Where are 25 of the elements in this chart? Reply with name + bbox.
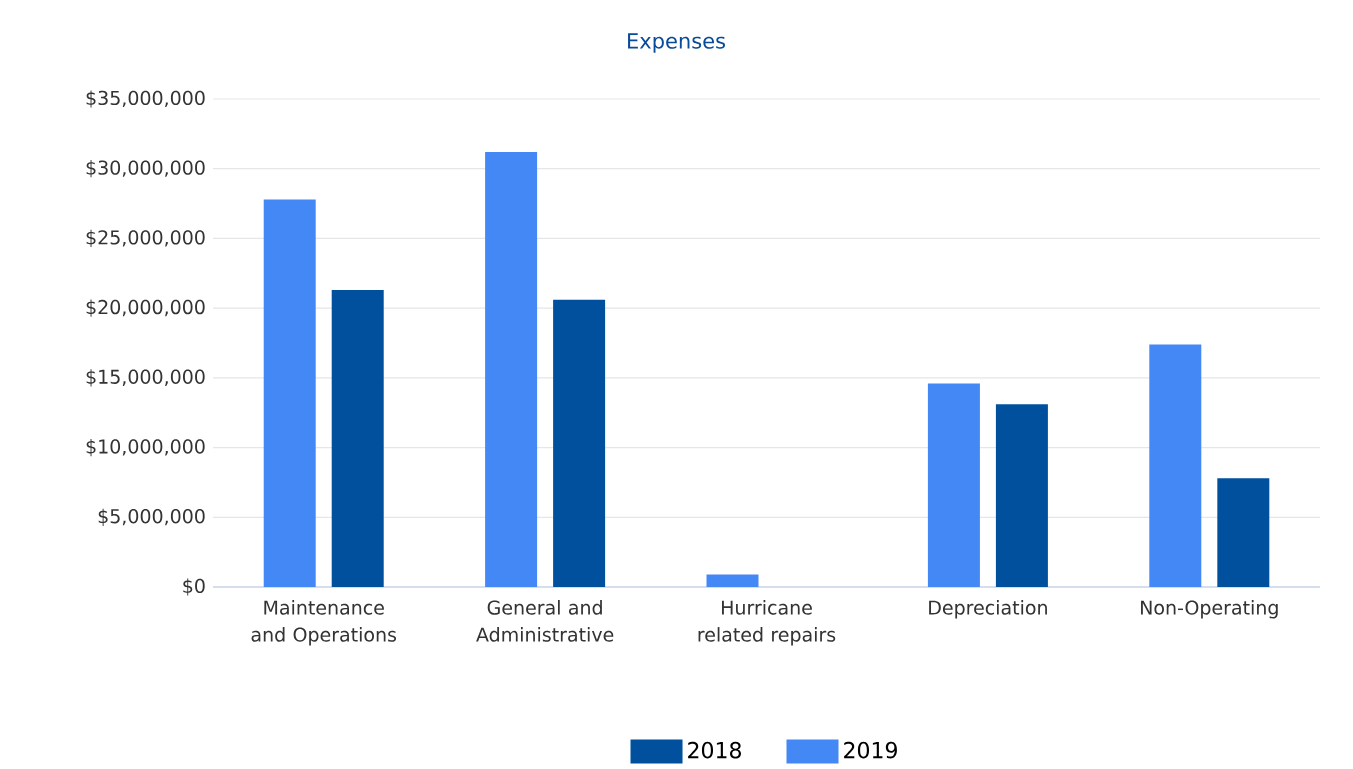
bar: [485, 151, 538, 587]
x-tick-label: Hurricane related repairs: [698, 600, 836, 646]
y-tick-label: $0: [183, 578, 205, 596]
x-tick-label: Non-Operating: [1141, 600, 1278, 619]
y-tick-label: $35,000,000: [86, 90, 205, 108]
bar: [1217, 478, 1270, 587]
bar: [553, 299, 606, 587]
chart-title: Expenses: [628, 33, 726, 53]
y-tick-label: $5,000,000: [98, 508, 205, 526]
y-tick-label: $10,000,000: [86, 438, 205, 457]
bar: [706, 574, 759, 587]
y-tick-label: $20,000,000: [86, 299, 205, 317]
legend-label: 2018: [688, 741, 741, 759]
x-tick-label: General and Administrative: [476, 600, 614, 642]
bar: [927, 383, 980, 587]
bar: [995, 404, 1048, 587]
bar: [1149, 344, 1202, 587]
bar: [263, 199, 316, 587]
x-tick-label: Maintenance and Operations: [251, 600, 397, 646]
x-tick-label: Depreciation: [929, 600, 1047, 619]
y-tick-label: $25,000,000: [86, 229, 205, 247]
y-tick-label: $15,000,000: [86, 369, 205, 387]
bar: [331, 289, 384, 587]
y-tick-label: $30,000,000: [86, 160, 205, 178]
legend-label: 2019: [844, 741, 897, 759]
